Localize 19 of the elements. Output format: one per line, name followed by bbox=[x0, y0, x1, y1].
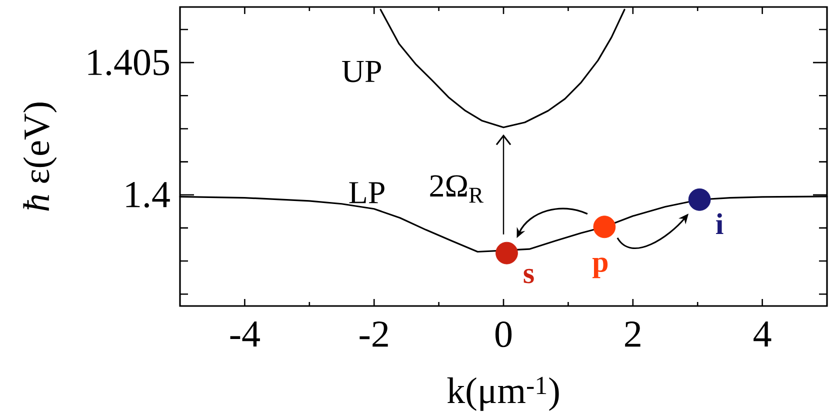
line-series bbox=[380, 8, 626, 128]
x-tick-label: 2 bbox=[625, 322, 640, 347]
point bbox=[688, 188, 711, 211]
series-label: LP bbox=[349, 182, 384, 204]
point bbox=[593, 216, 616, 238]
legend-label: p bbox=[592, 258, 608, 278]
y-axis-title: ħ ε(eV) bbox=[23, 102, 57, 211]
annotation: 2Ω$_{R}$ bbox=[430, 175, 484, 203]
y-tick-label: 1.4 bbox=[126, 182, 170, 208]
x-tick-label: 4 bbox=[754, 322, 772, 347]
y-tick-label: 1.405 bbox=[88, 50, 169, 76]
x-tick-label: -2 bbox=[360, 322, 388, 347]
legend-label: i bbox=[716, 213, 724, 234]
x-tick-label: -4 bbox=[230, 322, 260, 347]
legend-label: s bbox=[524, 268, 534, 284]
x-axis-title: k(μm$^{-1}$) bbox=[447, 376, 559, 411]
point bbox=[496, 242, 518, 264]
series-label: UP bbox=[342, 60, 381, 82]
x-tick-label: 0 bbox=[495, 322, 512, 348]
